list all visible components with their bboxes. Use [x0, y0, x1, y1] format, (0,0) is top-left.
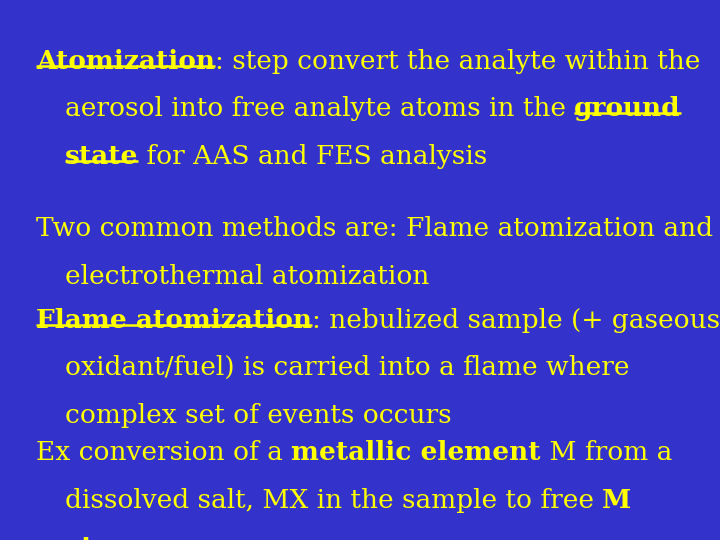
Text: dissolved salt, MX in the sample to free: dissolved salt, MX in the sample to free	[65, 488, 602, 512]
Text: state: state	[65, 144, 138, 168]
Text: Ex conversion of a: Ex conversion of a	[36, 440, 292, 465]
Text: : nebulized sample (+ gaseous: : nebulized sample (+ gaseous	[312, 308, 720, 333]
Text: electrothermal atomization: electrothermal atomization	[65, 264, 429, 288]
Text: atoms: atoms	[65, 535, 155, 540]
Text: Two common methods are: Flame atomization and: Two common methods are: Flame atomizatio…	[36, 216, 713, 241]
Text: Flame atomization: Flame atomization	[36, 308, 312, 333]
Text: ground: ground	[574, 96, 681, 121]
Text: aerosol into free analyte atoms in the: aerosol into free analyte atoms in the	[65, 96, 574, 121]
Text: : step convert the analyte within the: : step convert the analyte within the	[215, 49, 701, 73]
Text: Atomization: Atomization	[36, 49, 215, 73]
Text: complex set of events occurs: complex set of events occurs	[65, 403, 451, 428]
Text: M: M	[602, 488, 631, 512]
Text: M from a: M from a	[541, 440, 672, 465]
Text: oxidant/fuel) is carried into a flame where: oxidant/fuel) is carried into a flame wh…	[65, 355, 629, 380]
Text: metallic element: metallic element	[292, 440, 541, 465]
Text: for AAS and FES analysis: for AAS and FES analysis	[138, 144, 487, 168]
